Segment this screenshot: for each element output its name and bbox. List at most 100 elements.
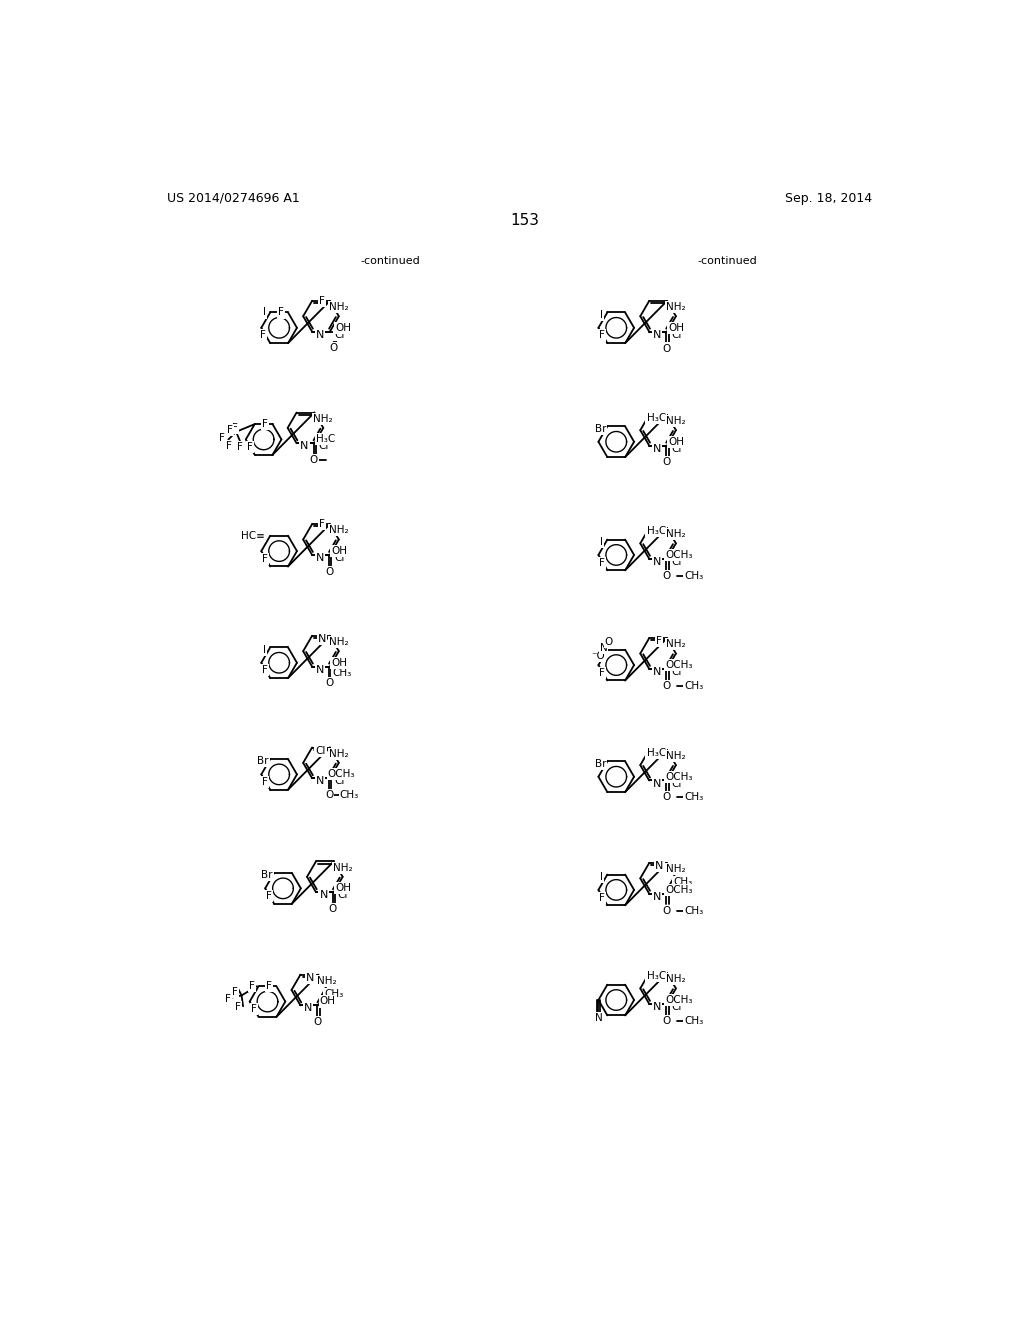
Text: O: O xyxy=(321,997,329,1006)
Text: F: F xyxy=(249,981,255,991)
Text: O: O xyxy=(605,638,613,647)
Text: F: F xyxy=(232,986,239,997)
Text: NH₂: NH₂ xyxy=(313,413,333,424)
Text: O: O xyxy=(663,681,671,690)
Text: Cl: Cl xyxy=(671,779,682,788)
Text: Cl: Cl xyxy=(671,444,682,454)
Text: N: N xyxy=(315,553,324,562)
Text: I: I xyxy=(263,308,266,318)
Text: H₃C: H₃C xyxy=(646,972,666,981)
Text: F: F xyxy=(247,442,253,453)
Text: N: N xyxy=(652,1002,662,1012)
Text: N: N xyxy=(300,441,308,451)
Text: -continued: -continued xyxy=(697,256,758,265)
Text: O: O xyxy=(325,678,333,689)
Text: NH₂: NH₂ xyxy=(333,862,352,873)
Text: OH: OH xyxy=(669,322,684,333)
Text: OH: OH xyxy=(331,657,347,668)
Text: N: N xyxy=(595,1014,602,1023)
Text: F: F xyxy=(265,981,271,991)
Text: Br: Br xyxy=(595,424,606,434)
Text: CH₃: CH₃ xyxy=(684,792,703,803)
Text: NH₂: NH₂ xyxy=(667,416,686,426)
Text: F: F xyxy=(262,554,268,564)
Text: HC≡: HC≡ xyxy=(242,531,265,541)
Text: ⁻O: ⁻O xyxy=(591,651,605,661)
Text: N: N xyxy=(315,776,324,787)
Text: NH₂: NH₂ xyxy=(329,748,348,759)
Text: NH₂: NH₂ xyxy=(317,975,337,986)
Text: O: O xyxy=(309,455,317,465)
Text: Cl: Cl xyxy=(671,1002,682,1012)
Text: N: N xyxy=(652,779,662,788)
Text: NH₂: NH₂ xyxy=(329,302,348,312)
Text: NH₂: NH₂ xyxy=(667,639,686,649)
Text: O: O xyxy=(325,566,333,577)
Text: OH: OH xyxy=(669,437,684,446)
Text: F: F xyxy=(262,420,267,429)
Text: O: O xyxy=(663,458,671,467)
Text: CH₃: CH₃ xyxy=(684,906,703,916)
Text: Br: Br xyxy=(261,870,272,880)
Text: NH₂: NH₂ xyxy=(667,974,686,985)
Text: O: O xyxy=(663,343,671,354)
Text: F: F xyxy=(656,636,663,647)
Text: F: F xyxy=(599,892,605,903)
Text: O: O xyxy=(663,792,671,803)
Text: NH₂: NH₂ xyxy=(667,302,686,312)
Text: H₃C: H₃C xyxy=(646,413,666,422)
Text: NH₂: NH₂ xyxy=(667,865,686,874)
Text: Cl: Cl xyxy=(315,746,326,755)
Text: Sep. 18, 2014: Sep. 18, 2014 xyxy=(784,191,872,205)
Text: F: F xyxy=(599,330,605,341)
Text: NH₂: NH₂ xyxy=(667,751,686,760)
Text: F: F xyxy=(237,442,243,453)
Text: Cl: Cl xyxy=(671,557,682,566)
Text: Cl: Cl xyxy=(334,553,344,562)
Text: O: O xyxy=(329,904,337,913)
Text: NH₂: NH₂ xyxy=(329,525,348,536)
Text: N: N xyxy=(652,892,662,902)
Text: OH: OH xyxy=(331,546,347,556)
Text: CH₃: CH₃ xyxy=(673,876,692,887)
Text: F: F xyxy=(251,1005,256,1014)
Text: OCH₃: OCH₃ xyxy=(665,660,692,671)
Text: CH₃: CH₃ xyxy=(684,1015,703,1026)
Text: F: F xyxy=(219,433,225,444)
Text: Br: Br xyxy=(257,756,269,767)
Text: I: I xyxy=(600,873,603,882)
Text: O: O xyxy=(313,1018,322,1027)
Text: F: F xyxy=(231,422,238,433)
Text: OCH₃: OCH₃ xyxy=(665,884,692,895)
Text: CH₃: CH₃ xyxy=(325,989,343,999)
Text: -continued: -continued xyxy=(360,256,420,265)
Text: F: F xyxy=(266,891,272,902)
Text: O: O xyxy=(325,791,333,800)
Text: CH₃: CH₃ xyxy=(684,681,703,690)
Text: Cl: Cl xyxy=(671,330,682,339)
Text: Cl: Cl xyxy=(318,441,329,451)
Text: OCH₃: OCH₃ xyxy=(328,770,355,779)
Text: N: N xyxy=(652,667,662,677)
Text: N: N xyxy=(304,1003,312,1014)
Text: O: O xyxy=(332,657,340,668)
Text: F: F xyxy=(262,665,268,676)
Text: I: I xyxy=(600,537,603,546)
Text: O: O xyxy=(669,884,677,895)
Text: H₃C: H₃C xyxy=(646,748,666,758)
Text: N: N xyxy=(652,330,662,339)
Text: N: N xyxy=(317,634,327,644)
Text: Cl: Cl xyxy=(671,667,682,677)
Text: I: I xyxy=(600,310,603,319)
Text: F: F xyxy=(260,330,266,341)
Text: N: N xyxy=(600,643,607,653)
Text: CH₃: CH₃ xyxy=(684,570,703,581)
Text: OCH₃: OCH₃ xyxy=(665,550,692,560)
Text: Br: Br xyxy=(595,759,606,768)
Text: N: N xyxy=(652,557,662,566)
Text: N: N xyxy=(652,444,662,454)
Text: CH₃: CH₃ xyxy=(340,791,358,800)
Text: O: O xyxy=(663,1015,671,1026)
Text: F: F xyxy=(227,425,232,436)
Text: N: N xyxy=(306,973,314,983)
